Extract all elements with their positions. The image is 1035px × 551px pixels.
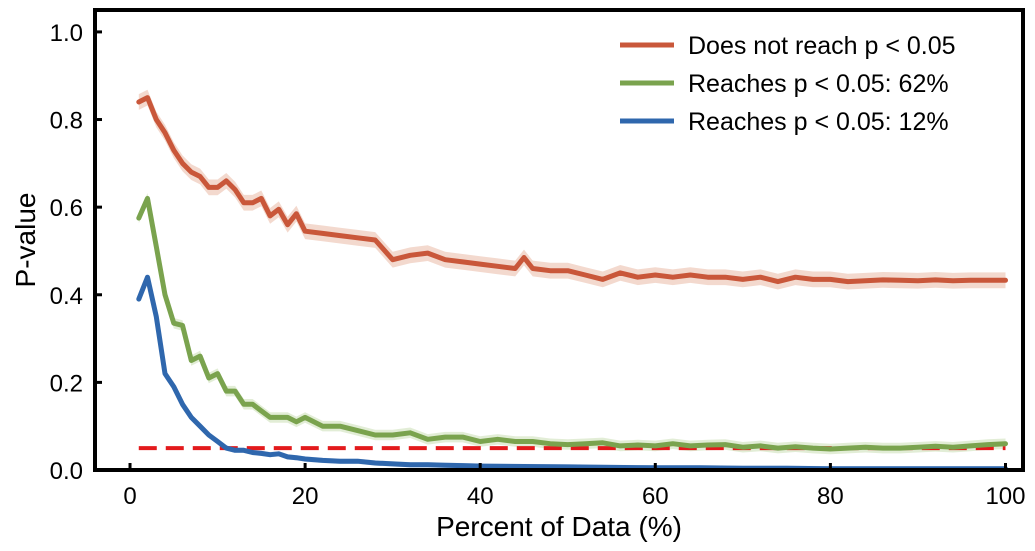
x-tick-label: 80: [817, 483, 844, 510]
y-tick-label: 0.8: [50, 108, 83, 135]
series-line-2: [136, 195, 1008, 452]
legend: Does not reach p < 0.05 Reaches p < 0.05:…: [620, 32, 956, 136]
series-line-1: [136, 95, 1008, 285]
series-line-3: [136, 274, 1008, 472]
x-axis-ticks: 0 20 40 60 80 100: [123, 463, 1026, 510]
y-tick-label: 0.6: [50, 195, 83, 222]
x-tick-label: 60: [642, 483, 669, 510]
y-axis-label: P-value: [10, 193, 41, 288]
y-axis-ticks: 0.0 0.2 0.4 0.6 0.8 1.0: [50, 20, 102, 485]
y-tick-label: 0.4: [50, 283, 83, 310]
series-lines: [136, 95, 1008, 472]
y-tick-label: 0.0: [50, 458, 83, 485]
y-tick-label: 0.2: [50, 370, 83, 397]
x-tick-label: 0: [123, 483, 136, 510]
x-tick-label: 40: [467, 483, 494, 510]
x-tick-label: 100: [985, 483, 1025, 510]
legend-label-1: Does not reach p < 0.05: [688, 32, 956, 60]
x-tick-label: 20: [292, 483, 319, 510]
y-tick-label: 1.0: [50, 20, 83, 47]
plot-frame: [93, 8, 1025, 472]
legend-label-3: Reaches p < 0.05: 12%: [688, 108, 949, 136]
legend-label-2: Reaches p < 0.05: 62%: [688, 70, 949, 98]
x-axis-label: Percent of Data (%): [436, 511, 682, 542]
